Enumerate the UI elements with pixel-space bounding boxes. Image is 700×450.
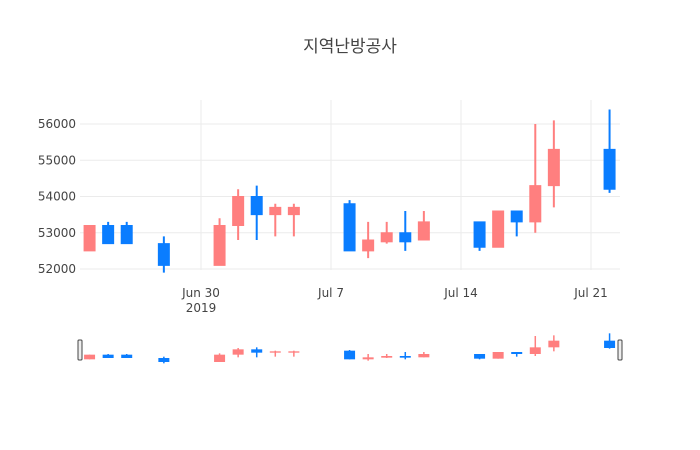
- candle: [603, 109, 616, 193]
- y-tick-label: 52000: [38, 262, 76, 276]
- candle: [250, 185, 263, 240]
- candle: [120, 221, 133, 245]
- chart-title: 지역난방공사: [303, 37, 397, 57]
- candle: [287, 203, 300, 237]
- candle: [232, 189, 245, 240]
- candle: [473, 221, 486, 251]
- candle: [380, 221, 393, 244]
- candle: [492, 210, 505, 248]
- candles: [83, 109, 616, 273]
- candle: [417, 211, 430, 241]
- candle: [399, 211, 412, 251]
- range-slider[interactable]: [77, 330, 623, 366]
- candle: [83, 225, 96, 252]
- range-slider-left-handle[interactable]: [77, 339, 83, 361]
- y-tick-label: 54000: [38, 190, 76, 204]
- y-tick-label: 55000: [38, 153, 76, 167]
- y-tick-label: 53000: [38, 226, 76, 240]
- candle: [510, 210, 523, 237]
- candle: [547, 120, 560, 208]
- x-tick-label: Jul 14: [443, 286, 478, 300]
- y-axis: 52000 53000 54000 55000 56000: [38, 117, 76, 276]
- candle: [213, 218, 226, 266]
- x-tick-year-label: 2019: [186, 301, 217, 315]
- y-tick-label: 56000: [38, 117, 76, 131]
- candle: [529, 124, 542, 233]
- x-tick-label: Jul 21: [573, 286, 608, 300]
- range-slider-right-handle[interactable]: [617, 339, 623, 361]
- x-tick-label: Jul 7: [317, 286, 344, 300]
- candle: [362, 221, 375, 259]
- candle: [343, 200, 356, 252]
- candle: [157, 236, 170, 273]
- candle: [269, 203, 282, 237]
- candle: [102, 221, 115, 245]
- x-tick-label: Jun 30: [181, 286, 220, 300]
